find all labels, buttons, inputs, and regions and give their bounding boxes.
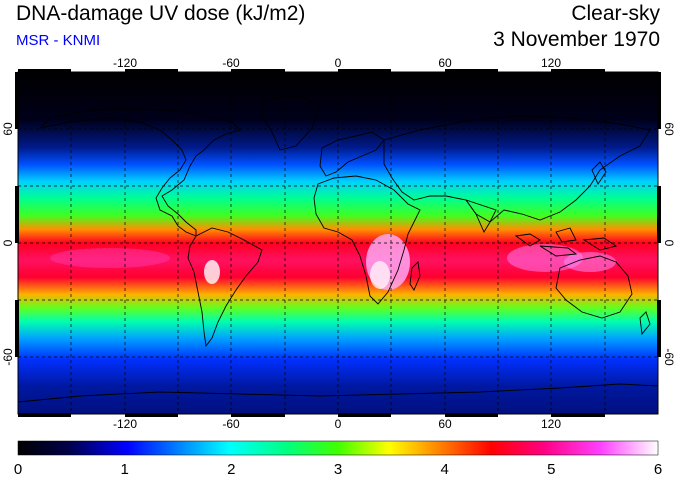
- map-date: 3 November 1970: [493, 28, 660, 51]
- lon-tick-top-3: 0: [335, 56, 342, 70]
- lat-tick-right-1: 60: [662, 122, 676, 136]
- lat-tick-right-2: 0: [662, 240, 676, 247]
- field-features: [50, 234, 616, 290]
- colorbar-tick-label: 0: [14, 461, 22, 478]
- colorbar-tick-label: 1: [120, 461, 128, 478]
- map-source: MSR - KNMI: [16, 32, 101, 49]
- map-title: DNA-damage UV dose (kJ/m2): [16, 2, 306, 25]
- colorbar-tick-label: 4: [440, 461, 448, 478]
- coastlines: [18, 95, 658, 403]
- colorbar: [17, 440, 659, 456]
- lon-tick-top-5: 120: [541, 56, 561, 70]
- lon-tick-top-1: -120: [113, 56, 137, 70]
- lat-tick-left-1: 60: [1, 122, 15, 136]
- gridlines: [18, 72, 658, 414]
- colorbar-tick-label: 2: [227, 461, 235, 478]
- colorbar-tick-label: 3: [334, 461, 342, 478]
- lon-tick-top-4: 60: [438, 56, 452, 70]
- lon-tick-bottom-4: 60: [438, 417, 452, 431]
- lon-tick-bottom-1: -120: [113, 417, 137, 431]
- lon-tick-bottom-5: 120: [541, 417, 561, 431]
- lat-tick-left-3: -60: [1, 348, 15, 366]
- sky-condition: Clear-sky: [571, 2, 660, 25]
- map-frame: [15, 69, 661, 417]
- lon-tick-bottom-2: -60: [222, 417, 240, 431]
- lat-tick-right-3: -60: [662, 348, 676, 366]
- colorbar-tick-label: 5: [547, 461, 555, 478]
- colorbar-tick-label: 6: [654, 461, 662, 478]
- lon-tick-bottom-3: 0: [335, 417, 342, 431]
- lat-tick-left-2: 0: [1, 239, 15, 246]
- lon-tick-top-2: -60: [222, 56, 240, 70]
